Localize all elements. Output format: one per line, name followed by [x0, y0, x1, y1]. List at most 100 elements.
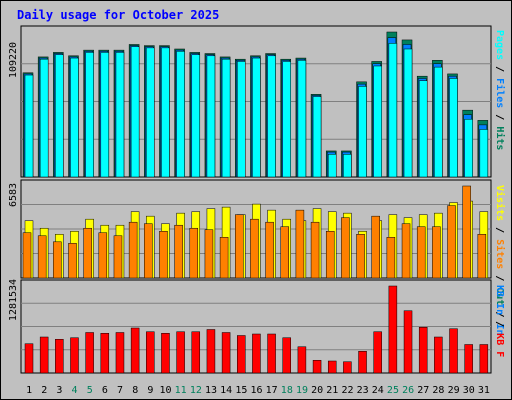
bar-kb-f [39, 336, 49, 374]
bar-kb-f [388, 285, 398, 374]
bar-sites [250, 218, 259, 279]
bar-sites [37, 235, 47, 279]
x-label: 20 [311, 385, 323, 396]
bar-sites [204, 229, 214, 279]
bar-pages [312, 96, 322, 178]
x-label: 16 [250, 385, 262, 396]
bar-sites [310, 221, 320, 279]
bottom-legend: KB In / KB F [494, 285, 505, 357]
bar-pages [343, 154, 352, 178]
bar-kb-f [206, 329, 216, 374]
bar-pages [373, 65, 382, 178]
bar-kb-f [449, 328, 458, 374]
bar-pages [161, 47, 170, 178]
bar-sites [401, 223, 411, 279]
bar-sites [341, 217, 350, 279]
legend-item: KB F [494, 333, 505, 357]
legend-middle: Visits / Sites / Out / In [494, 185, 506, 336]
x-label: 11 [175, 385, 187, 396]
bar-kb-f [237, 335, 246, 374]
bar-sites [356, 234, 365, 279]
bar-pages [327, 154, 337, 178]
bar-pages [267, 55, 276, 178]
bar-kb-f [115, 332, 125, 374]
bar-kb-f [191, 331, 201, 374]
bar-kb-f [24, 343, 34, 374]
bar-pages [282, 61, 291, 178]
legend-separator: / [494, 60, 505, 78]
legend-item: Visits [494, 185, 506, 221]
bottom-ymax: 1281534 [8, 279, 19, 321]
bar-pages [146, 47, 155, 178]
bar-sites [235, 214, 244, 279]
bar-pages [206, 55, 216, 178]
x-label: 28 [432, 385, 444, 396]
bar-kb-f [327, 360, 337, 374]
bar-kb-f [479, 344, 489, 374]
legend-bottom: KB In / KB F [494, 285, 505, 357]
legend-item: Out [494, 287, 505, 305]
bar-pages [434, 66, 443, 178]
bar-pages [388, 43, 398, 178]
bar-sites [98, 232, 108, 279]
legend-separator: / [494, 305, 505, 323]
bar-pages [237, 61, 246, 178]
bar-pages [479, 129, 489, 178]
bar-pages [252, 57, 261, 178]
bar-kb-f [85, 332, 94, 374]
x-label: 12 [190, 385, 202, 396]
bar-kb-f [130, 327, 140, 374]
bar-kb-f [373, 331, 382, 374]
bar-pages [39, 58, 49, 178]
bar-sites [280, 226, 289, 279]
legend-item: Hits [494, 126, 506, 150]
bar-sites [174, 224, 183, 279]
bar-kb-f [221, 332, 231, 374]
middle-ymax: 6583 [8, 183, 19, 207]
x-label: 14 [220, 385, 232, 396]
bottom-panel [20, 279, 492, 374]
chart-title: Daily usage for October 2025 [17, 8, 219, 22]
bar-sites [144, 223, 153, 279]
bar-sites [416, 226, 426, 279]
bar-sites [371, 215, 380, 279]
x-label: 24 [372, 385, 384, 396]
bar-kb-f [161, 333, 170, 374]
bar-pages [130, 46, 140, 178]
bar-sites [113, 235, 123, 279]
bar-sites [432, 226, 441, 279]
bar-sites [477, 234, 487, 279]
bar-kb-f [297, 346, 307, 374]
x-label: 27 [417, 385, 429, 396]
bar-sites [83, 227, 92, 279]
x-label: 6 [102, 385, 108, 396]
x-label: 2 [41, 385, 47, 396]
top-panel [20, 25, 492, 178]
x-label: 3 [56, 385, 62, 396]
bar-sites [462, 185, 471, 279]
bar-kb-f [418, 327, 428, 374]
legend-separator: / [494, 269, 505, 287]
bar-pages [176, 51, 185, 178]
x-label: 8 [132, 385, 138, 396]
bar-kb-f [343, 361, 352, 374]
x-label: 9 [147, 385, 153, 396]
legend-item: Files [494, 78, 506, 108]
bar-sites [68, 243, 77, 279]
bar-sites [22, 232, 32, 279]
x-label: 30 [463, 385, 475, 396]
bar-kb-f [282, 337, 291, 374]
bar-kb-f [403, 310, 413, 374]
bar-pages [418, 80, 428, 178]
top-legend: Pages / Files / Hits [494, 30, 506, 150]
bar-kb-f [267, 333, 276, 374]
bar-pages [297, 60, 307, 178]
bar-pages [55, 54, 64, 178]
bar-pages [221, 58, 231, 178]
legend-item: In [494, 323, 505, 335]
y-axis-labels: 109220 6583 1281534 [8, 42, 19, 321]
x-label: 19 [296, 385, 308, 396]
legend-separator: / [494, 221, 505, 239]
x-label: 10 [160, 385, 172, 396]
bar-sites [447, 205, 456, 279]
